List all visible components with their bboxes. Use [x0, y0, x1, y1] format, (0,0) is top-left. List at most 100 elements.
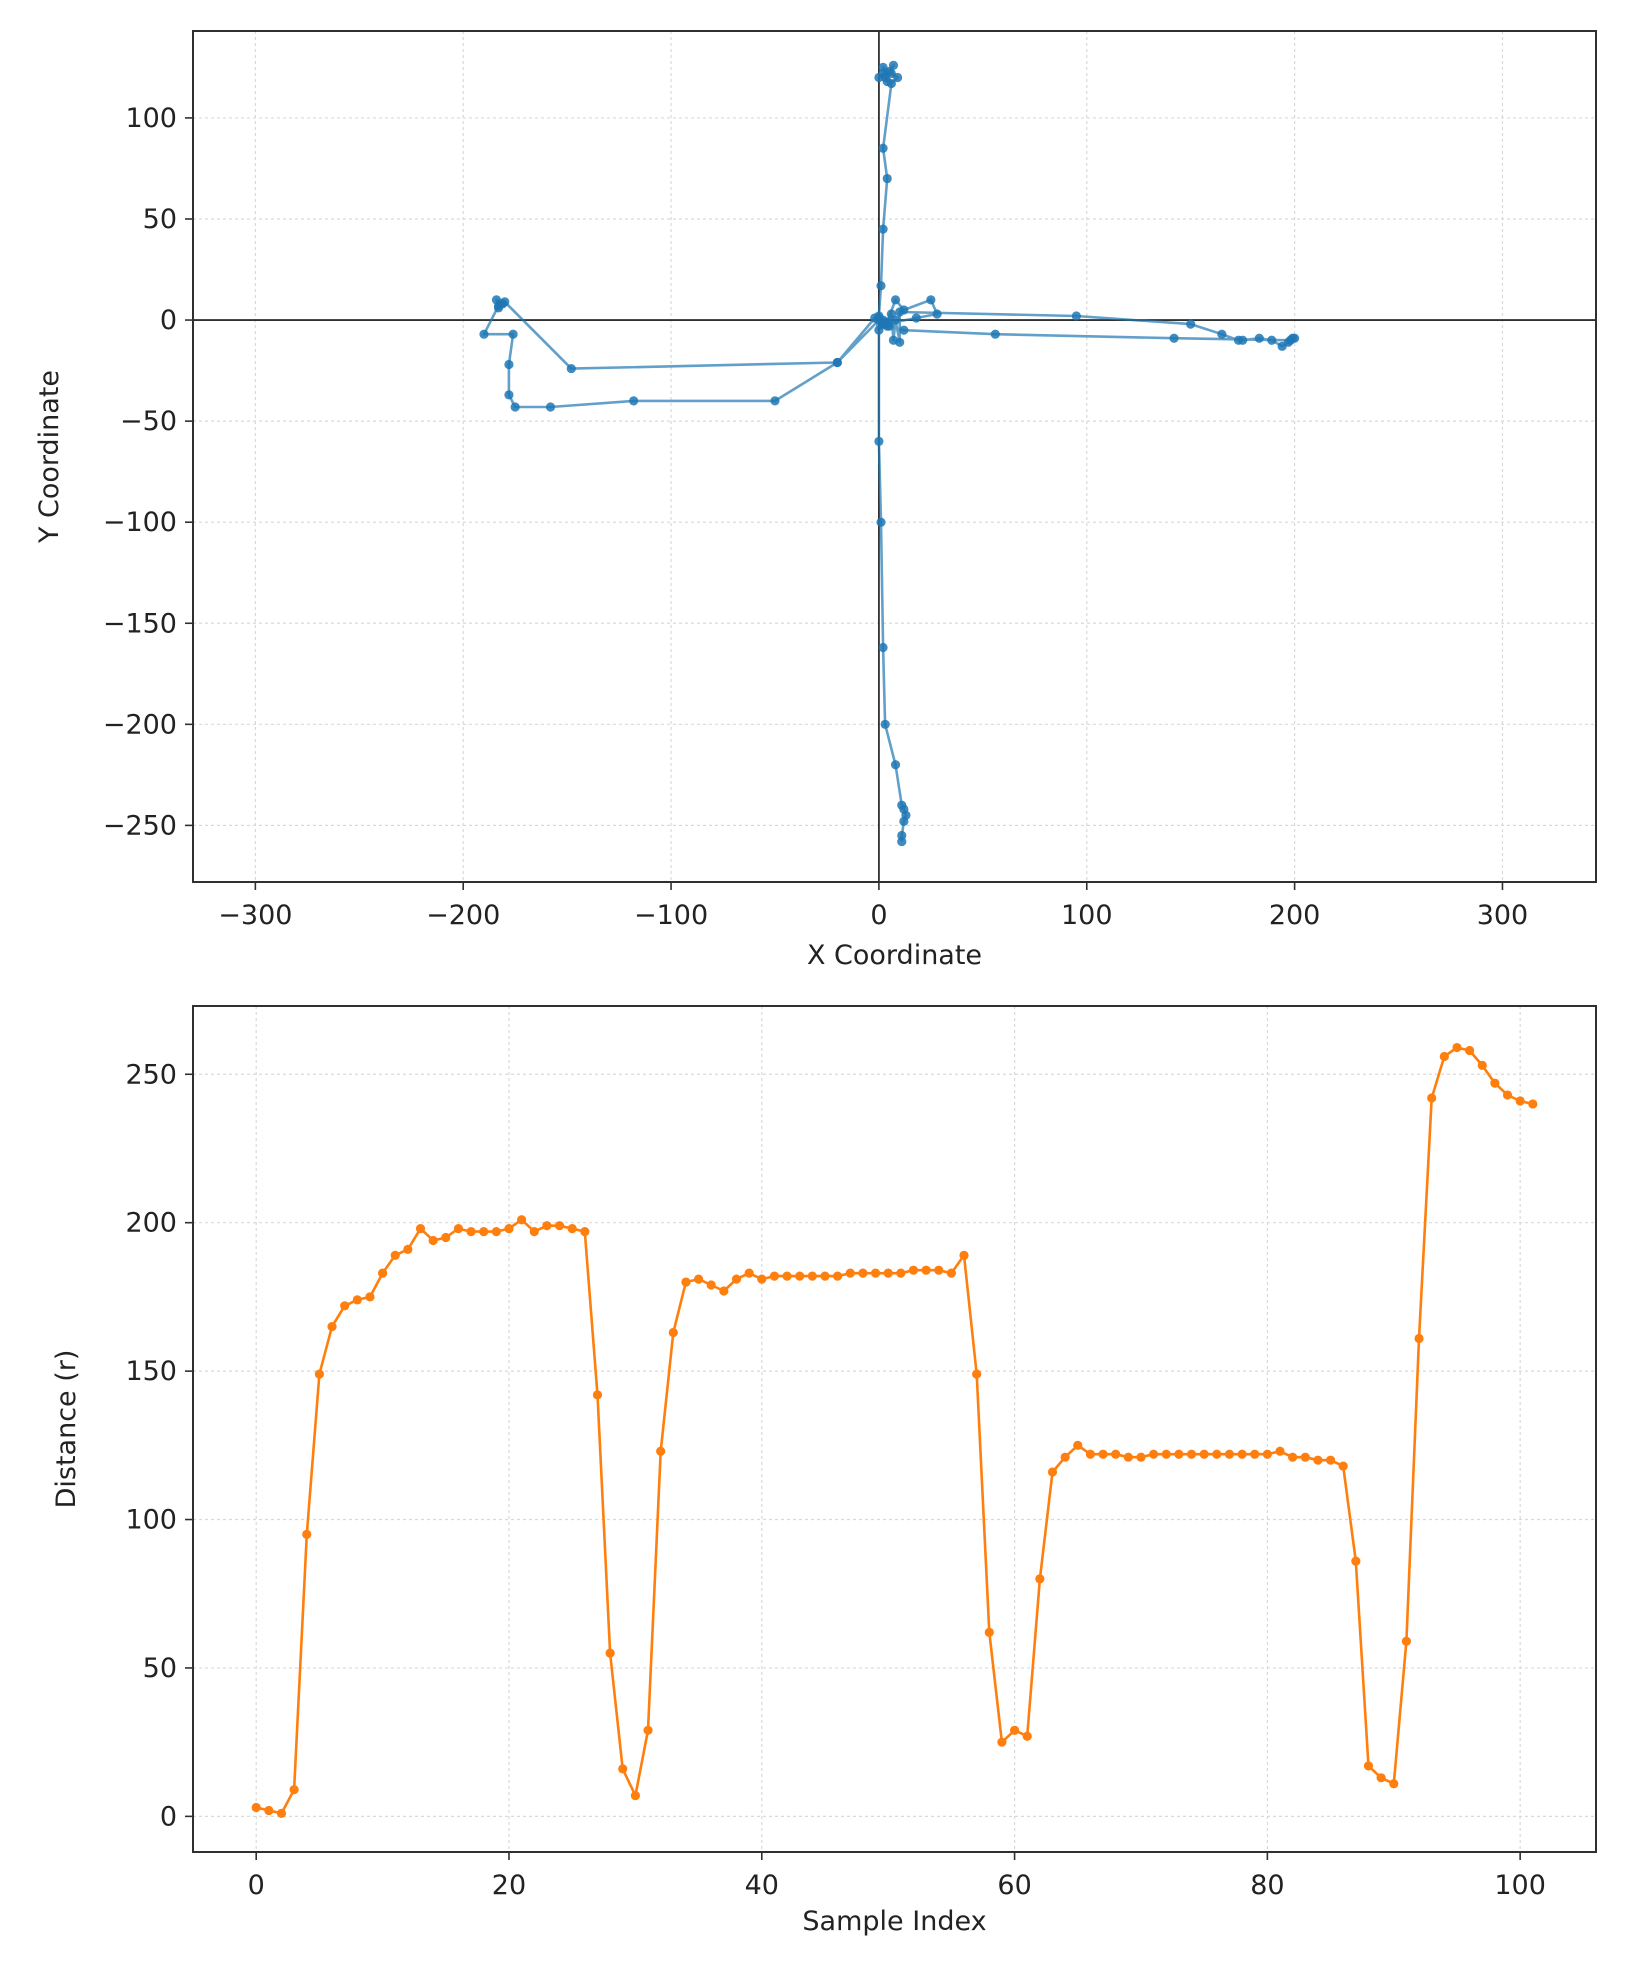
chart-0-series-0-point-67	[874, 313, 884, 323]
chart-1-y-tick-label-5: 0	[160, 1801, 177, 1832]
chart-0-series-0-point-41	[832, 357, 842, 368]
chart-0-series-0-point-63	[990, 329, 1000, 339]
chart-0-series-0-point-40	[566, 363, 576, 374]
chart-0-y-tick-label-2: 0	[160, 305, 177, 336]
chart-0-series-0-point-54	[1238, 335, 1248, 345]
chart-1-y-axis-label: Distance (r)	[51, 1350, 82, 1509]
chart-0-series-0-point-64	[899, 325, 909, 335]
chart-1-series-0-point-49	[870, 1268, 881, 1278]
chart-0-series-0-point-8	[893, 72, 903, 83]
chart-1-series-0-point-16	[453, 1224, 464, 1234]
chart-0-series-0-point-28	[545, 402, 556, 412]
chart-0-series-0-point-33	[479, 329, 489, 339]
chart-1-series-0-point-94	[1439, 1051, 1449, 1062]
chart-1-series-0-point-56	[959, 1250, 969, 1260]
chart-1-series-0-point-58	[984, 1627, 994, 1637]
chart-1-series-0-point-8	[352, 1295, 362, 1305]
chart-1-series-0-point-73	[1174, 1449, 1184, 1459]
chart-0-series-0-point-49	[895, 307, 905, 317]
chart-1-series-0-point-89	[1376, 1773, 1386, 1783]
chart-1-series-0-point-66	[1085, 1449, 1096, 1459]
chart-0-x-tick-label-3: 0	[870, 900, 887, 931]
chart-1-y-tick-label-2: 150	[125, 1356, 177, 1387]
chart-1-series-0-point-32	[656, 1446, 666, 1456]
scatter-trajectory-plot: −300 −200 −100 0 100 200 300 100 50 0 −50 −100 −150 −…	[34, 30, 1597, 971]
chart-1-series-0-point-37	[719, 1286, 729, 1296]
chart-1-series-0-point-88	[1363, 1761, 1374, 1771]
chart-0-x-tick-label-4: 100	[1061, 900, 1113, 931]
chart-0-series-0-point-29	[510, 402, 520, 412]
chart-0-series-0-point-56	[1267, 335, 1277, 345]
chart-0-series-0-point-61	[1285, 335, 1296, 345]
chart-0-series-0-point-62	[1169, 333, 1179, 343]
chart-1-series-0-point-11	[390, 1250, 400, 1260]
chart-1-series-0-point-77	[1224, 1449, 1235, 1459]
chart-1-series-0-point-75	[1199, 1449, 1209, 1459]
chart-1-series-0-point-25	[567, 1224, 577, 1234]
chart-1-series-0-point-57	[972, 1369, 982, 1379]
chart-1-series-0-point-60	[1009, 1725, 1020, 1735]
chart-0-series-0-point-30	[504, 390, 514, 400]
chart-1-series-0-point-27	[592, 1390, 603, 1400]
chart-1-series-0-point-26	[580, 1227, 590, 1237]
chart-1-series-0-point-62	[1035, 1574, 1045, 1584]
chart-0-series-0-point-51	[1186, 319, 1196, 329]
chart-0-series-0-point-27	[629, 396, 639, 406]
chart-1-series-0-point-2	[276, 1808, 287, 1819]
chart-1-series-0-point-3	[289, 1785, 299, 1795]
chart-1-series-0-point-44	[807, 1271, 817, 1281]
chart-1-series-0-point-70	[1136, 1452, 1146, 1462]
chart-1-x-tick-label-3: 60	[997, 1870, 1031, 1901]
chart-0-y-tick-label-3: −50	[120, 406, 177, 437]
chart-1-series-0-point-43	[795, 1271, 805, 1281]
chart-0-series-0-point-19	[926, 295, 936, 305]
chart-0-series-0-point-21	[911, 313, 921, 323]
chart-1-x-axis-label: Sample Index	[802, 1906, 986, 1937]
chart-0-series-0-point-12	[878, 224, 888, 234]
chart-1-series-0-point-55	[946, 1268, 956, 1278]
chart-1-series-0-line	[255, 1046, 1534, 1815]
chart-1-plot-frame	[192, 1005, 1597, 1853]
chart-0-series-0-point-52	[1217, 329, 1227, 339]
chart-1-series-0-point-38	[731, 1274, 742, 1284]
chart-1-series-0-point-54	[934, 1265, 944, 1275]
chart-1-series-0-point-92	[1414, 1333, 1424, 1344]
chart-1-series-0-point-41	[769, 1271, 780, 1281]
chart-1-series-0-point-46	[833, 1271, 843, 1281]
chart-1-series-0-point-87	[1351, 1556, 1361, 1566]
chart-1-series-0-point-99	[1502, 1090, 1513, 1100]
chart-1-series-0-point-9	[365, 1292, 375, 1302]
chart-0-y-axis-label: Y Coordinate	[34, 370, 65, 544]
chart-1-series-0-point-7	[340, 1301, 350, 1311]
chart-0-series-0-point-78	[897, 836, 907, 847]
chart-1-series-0-point-65	[1073, 1440, 1083, 1450]
chart-1-series-0-point-17	[466, 1227, 476, 1237]
chart-0-series-0-point-39	[500, 297, 510, 307]
chart-0-series-0-point-11	[882, 173, 892, 184]
chart-1-x-tick-label-0: 0	[248, 1870, 265, 1901]
chart-0-x-tick-label-1: −200	[426, 900, 500, 931]
chart-1-series-0-point-29	[618, 1764, 628, 1774]
chart-0-x-axis-label: X Coordinate	[807, 940, 982, 971]
chart-0-series-0-point-76	[899, 816, 909, 826]
chart-0-x-tick-label-6: 300	[1477, 900, 1529, 931]
chart-1-series-0-point-28	[605, 1648, 615, 1658]
chart-1-series-0-point-72	[1161, 1449, 1171, 1459]
chart-0-y-tick-label-7: −250	[103, 810, 177, 841]
chart-0-series-0-point-55	[1254, 333, 1264, 343]
chart-1-series-0-point-85	[1325, 1455, 1336, 1465]
chart-1-series-0-point-80	[1262, 1449, 1272, 1459]
chart-0-series-0-point-17	[890, 295, 901, 305]
chart-0-series-0-point-70	[878, 642, 888, 653]
chart-1-series-0-point-13	[415, 1224, 426, 1234]
chart-1-series-0-point-97	[1477, 1060, 1487, 1070]
chart-1-series-0-point-76	[1212, 1449, 1222, 1459]
chart-0-series-0-point-69	[876, 517, 886, 527]
chart-1-series-0-point-95	[1452, 1042, 1462, 1053]
chart-1-y-tick-label-4: 50	[143, 1653, 177, 1684]
chart-0-series-0-point-38	[493, 303, 504, 313]
chart-1-series-0-point-53	[921, 1265, 931, 1275]
chart-0-series-0-point-72	[890, 760, 901, 770]
chart-1-series-0-point-23	[542, 1221, 552, 1231]
